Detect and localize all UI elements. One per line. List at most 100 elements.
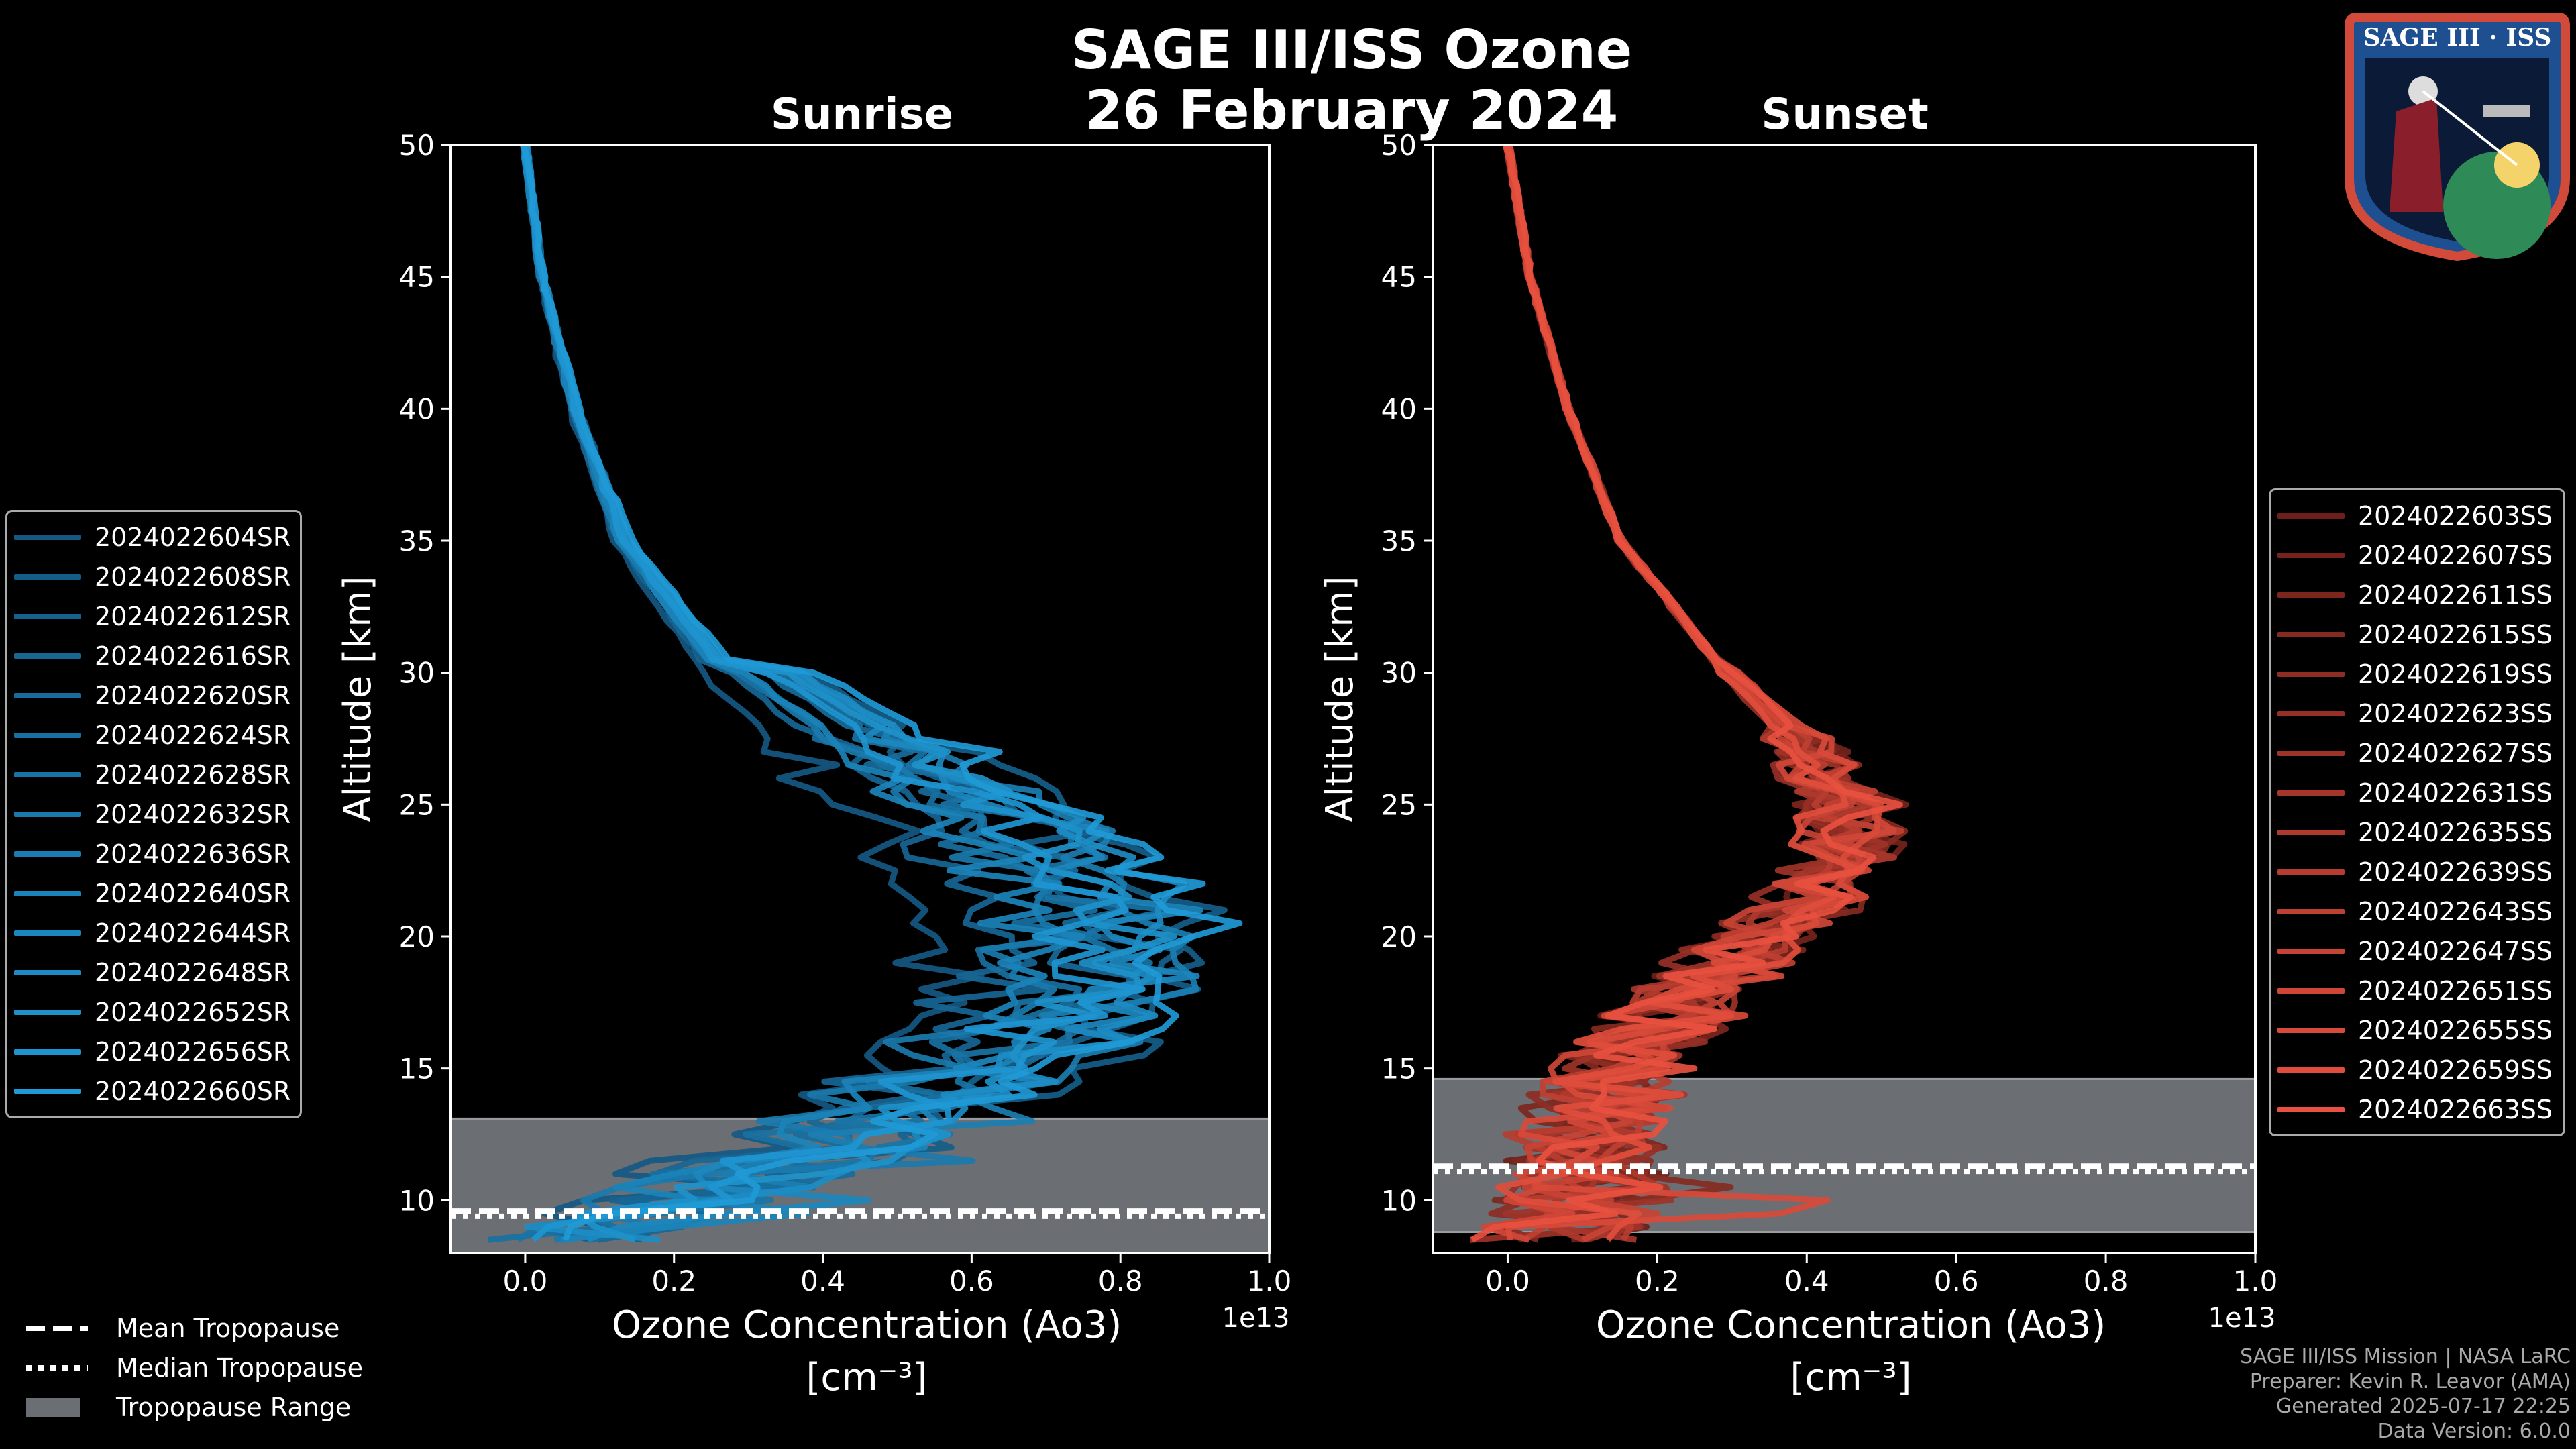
sunrise-x-offset-label: 1e13 <box>1222 1303 1290 1334</box>
sunset-legend-swatch <box>2277 592 2345 598</box>
sunset-legend-label: 2024022655SS <box>2358 1015 2553 1045</box>
sunset-profile-line <box>1488 145 1888 1243</box>
sunrise-legend: 2024022604SR 2024022608SR 2024022612SR 2024… <box>5 510 302 1118</box>
sunrise-legend-label: 2024022628SR <box>95 759 291 790</box>
sunrise-x-axis-label-line2: [cm⁻³] <box>806 1356 927 1399</box>
sunset-legend-label: 2024022639SS <box>2358 857 2553 887</box>
sunrise-legend-swatch <box>14 534 81 540</box>
sunset-legend-swatch <box>2277 631 2345 637</box>
sunrise-legend-item: 2024022604SR <box>14 517 293 557</box>
sunrise-legend-item: 2024022656SR <box>14 1032 293 1071</box>
sunrise-legend-item: 2024022644SR <box>14 913 293 953</box>
sunset-legend-item: 2024022651SS <box>2277 971 2557 1010</box>
sunset-y-tick-label: 40 <box>1381 392 1417 425</box>
sunset-legend-item: 2024022611SS <box>2277 575 2557 614</box>
mean-tropopause-label: Mean Tropopause <box>116 1313 340 1343</box>
sunrise-legend-item: 2024022632SR <box>14 794 293 834</box>
sunrise-y-tick-label: 25 <box>399 788 435 821</box>
sunrise-legend-label: 2024022652SR <box>95 997 291 1027</box>
sunrise-legend-swatch <box>14 613 81 619</box>
sunrise-legend-swatch <box>14 851 81 857</box>
sunset-legend-item: 2024022627SS <box>2277 733 2557 773</box>
sunrise-legend-item: 2024022608SR <box>14 557 293 596</box>
sunset-legend-swatch <box>2277 750 2345 756</box>
sunrise-legend-swatch <box>14 574 81 580</box>
sunset-legend-item: 2024022643SS <box>2277 892 2557 931</box>
sunset-legend-label: 2024022603SS <box>2358 500 2553 531</box>
sunset-profile-line <box>1470 145 1868 1243</box>
sunset-legend-swatch <box>2277 513 2345 519</box>
sunset-x-axis-label-line2: [cm⁻³] <box>1790 1356 1911 1399</box>
sunset-y-tick-label: 45 <box>1381 261 1417 294</box>
sunrise-legend-label: 2024022604SR <box>95 522 291 552</box>
sunrise-legend-swatch <box>14 732 81 738</box>
sunset-x-tick-label: 0.2 <box>1635 1265 1680 1297</box>
sunrise-legend-swatch <box>14 930 81 936</box>
sunset-legend-swatch <box>2277 948 2345 954</box>
sunrise-axes-frame <box>449 144 1271 1254</box>
sunset-legend-label: 2024022615SS <box>2358 619 2553 649</box>
logo-text: SAGE III · ISS <box>2363 23 2552 52</box>
sunset-legend-swatch <box>2277 987 2345 994</box>
sunrise-legend-label: 2024022620SR <box>95 680 291 710</box>
sunrise-x-tick-label: 0.4 <box>800 1265 845 1297</box>
sunset-y-tick-label: 20 <box>1381 920 1417 953</box>
sunrise-y-tick-label: 45 <box>399 261 435 294</box>
sunrise-y-tick-label: 10 <box>399 1184 435 1217</box>
sunset-profile-line <box>1470 145 1903 1243</box>
sunset-x-axis-label-line1: Ozone Concentration (Ao3) <box>1596 1303 2106 1347</box>
sunrise-legend-label: 2024022648SR <box>95 957 291 987</box>
sunrise-legend-item: 2024022628SR <box>14 755 293 794</box>
sunrise-legend-swatch <box>14 1009 81 1015</box>
sunset-legend-item: 2024022647SS <box>2277 931 2557 971</box>
sunset-legend-item: 2024022603SS <box>2277 496 2557 535</box>
sunset-profile-line <box>1470 145 1891 1243</box>
sunrise-x-axis-label-line1: Ozone Concentration (Ao3) <box>612 1303 1122 1347</box>
footer-generated: Generated 2025-07-17 22:25 <box>2275 1395 2571 1418</box>
sunset-legend-swatch <box>2277 710 2345 716</box>
sunrise-legend-item: 2024022612SR <box>14 596 293 636</box>
sunset-legend-swatch <box>2277 1067 2345 1073</box>
median-tropopause-label: Median Tropopause <box>116 1352 363 1383</box>
sunset-x-tick-label: 1.0 <box>2233 1265 2278 1297</box>
sunrise-profile-line <box>520 145 1243 1241</box>
sunset-legend-swatch <box>2277 790 2345 796</box>
sunset-legend-item: 2024022659SS <box>2277 1050 2557 1089</box>
sunset-y-tick-label: 10 <box>1381 1184 1417 1217</box>
sunrise-y-tick-label: 15 <box>399 1053 435 1085</box>
sunrise-title: Sunrise <box>770 90 954 140</box>
footer-mission: SAGE III/ISS Mission | NASA LaRC <box>2240 1345 2571 1368</box>
sunrise-legend-item: 2024022640SR <box>14 873 293 913</box>
sunset-legend-swatch <box>2277 908 2345 914</box>
sunset-legend-swatch <box>2277 829 2345 835</box>
sunset-x-offset-label: 1e13 <box>2208 1303 2276 1334</box>
footer-credits: SAGE III/ISS Mission | NASA LaRC Prepare… <box>2240 1344 2571 1444</box>
sunrise-legend-swatch <box>14 1088 81 1094</box>
sunrise-legend-item: 2024022660SR <box>14 1071 293 1111</box>
sunset-legend-item: 2024022655SS <box>2277 1010 2557 1050</box>
sunrise-x-tick-label: 0.8 <box>1098 1265 1143 1297</box>
sunrise-x-tick-label: 1.0 <box>1247 1265 1292 1297</box>
tropopause-legend: Mean Tropopause Median Tropopause Tropop… <box>23 1308 363 1427</box>
sunset-legend-label: 2024022627SS <box>2358 738 2553 768</box>
sunset-profiles <box>1470 145 1909 1243</box>
sunrise-legend-swatch <box>14 692 81 698</box>
sunrise-x-tick-label: 0.6 <box>949 1265 994 1297</box>
sunrise-legend-label: 2024022660SR <box>95 1076 291 1106</box>
figure-title-line1: SAGE III/ISS Ozone <box>1071 19 1633 81</box>
sunset-legend-swatch <box>2277 1027 2345 1033</box>
sunrise-legend-label: 2024022612SR <box>95 601 291 631</box>
sunset-legend-label: 2024022611SS <box>2358 580 2553 610</box>
sunrise-y-tick-label: 30 <box>399 657 435 690</box>
sunset-legend-label: 2024022607SS <box>2358 540 2553 570</box>
footer-version: Data Version: 6.0.0 <box>2377 1419 2571 1443</box>
sunset-x-tick-label: 0.4 <box>1784 1265 1829 1297</box>
sunset-legend-item: 2024022663SS <box>2277 1089 2557 1129</box>
sunset-y-tick-label: 25 <box>1381 788 1417 821</box>
sunset-legend-label: 2024022647SS <box>2358 936 2553 966</box>
sunset-legend-label: 2024022643SS <box>2358 896 2553 926</box>
sunset-y-tick-label: 35 <box>1381 525 1417 557</box>
sunrise-legend-item: 2024022624SR <box>14 715 293 755</box>
sunset-legend-swatch <box>2277 671 2345 677</box>
